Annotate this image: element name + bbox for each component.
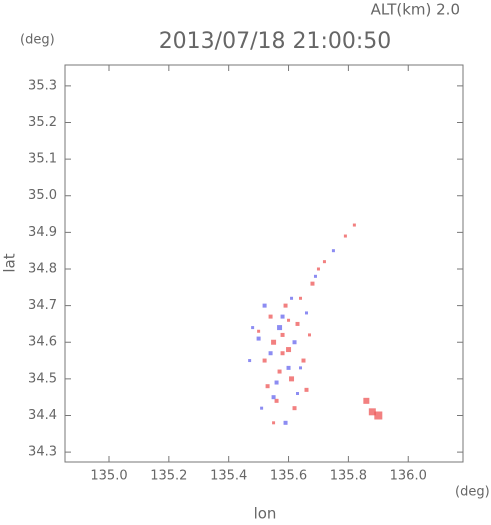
data-point (292, 340, 297, 345)
data-point (280, 351, 285, 356)
x-tick-label: 135.6 (270, 469, 307, 484)
data-point (363, 397, 370, 404)
x-tick-label: 135.8 (330, 469, 367, 484)
data-point (277, 325, 283, 331)
x-tick-label: 135.4 (210, 469, 247, 484)
data-point (331, 249, 335, 253)
y-tick-label: 35.1 (28, 152, 57, 167)
data-point (301, 358, 306, 363)
data-point (262, 358, 267, 363)
y-unit: (deg) (20, 33, 55, 48)
data-point (299, 296, 303, 300)
x-tick-label: 135.2 (150, 469, 187, 484)
data-point (289, 376, 295, 382)
data-point (268, 351, 273, 356)
y-tick-label: 34.5 (28, 371, 57, 386)
data-point (272, 421, 276, 425)
data-point (256, 336, 261, 341)
data-point (287, 318, 291, 322)
data-point (307, 333, 311, 337)
y-tick-label: 34.6 (28, 335, 57, 350)
data-point (352, 223, 356, 227)
data-point (274, 380, 279, 385)
plot-frame (64, 64, 464, 463)
y-tick-label: 35.3 (28, 78, 57, 93)
data-point (271, 339, 277, 345)
y-tick-label: 34.8 (28, 261, 57, 276)
x-tick-label: 135.0 (90, 469, 127, 484)
data-point (343, 234, 347, 238)
data-point (304, 311, 308, 315)
y-axis-label: lat (1, 253, 19, 272)
y-tick-label: 34.4 (28, 408, 57, 423)
data-point (310, 281, 315, 286)
data-point (283, 303, 288, 308)
data-point (368, 408, 376, 416)
data-point (268, 314, 273, 319)
data-point (260, 406, 264, 410)
data-point (316, 267, 320, 271)
data-point (265, 384, 270, 389)
data-point (313, 274, 317, 278)
chart-title: 2013/07/18 21:00:50 (159, 29, 392, 54)
data-point (290, 296, 294, 300)
x-tick-label: 136.0 (390, 469, 427, 484)
data-point (296, 392, 300, 396)
data-point (286, 347, 292, 353)
y-tick-label: 34.3 (28, 445, 57, 460)
data-point (280, 332, 285, 337)
data-point (271, 395, 276, 400)
data-point (295, 321, 300, 326)
y-tick-label: 35.0 (28, 188, 57, 203)
y-tick-label: 34.9 (28, 225, 57, 240)
data-point (283, 420, 288, 425)
subtitle: ALT(km) 2.0 (371, 1, 460, 19)
data-point (304, 387, 309, 392)
data-point (248, 359, 252, 363)
data-point (277, 369, 282, 374)
y-tick-label: 34.7 (28, 298, 57, 313)
y-tick-label: 35.2 (28, 115, 57, 130)
data-point (322, 260, 326, 264)
x-unit: (deg) (455, 485, 490, 500)
data-point (299, 366, 303, 370)
data-point (292, 406, 297, 411)
data-point (257, 329, 261, 333)
data-point (274, 398, 279, 403)
data-point (280, 314, 285, 319)
data-point (374, 411, 383, 420)
x-axis-label: lon (254, 505, 277, 522)
data-point (286, 365, 291, 370)
data-point (251, 326, 255, 330)
data-point (262, 303, 267, 308)
